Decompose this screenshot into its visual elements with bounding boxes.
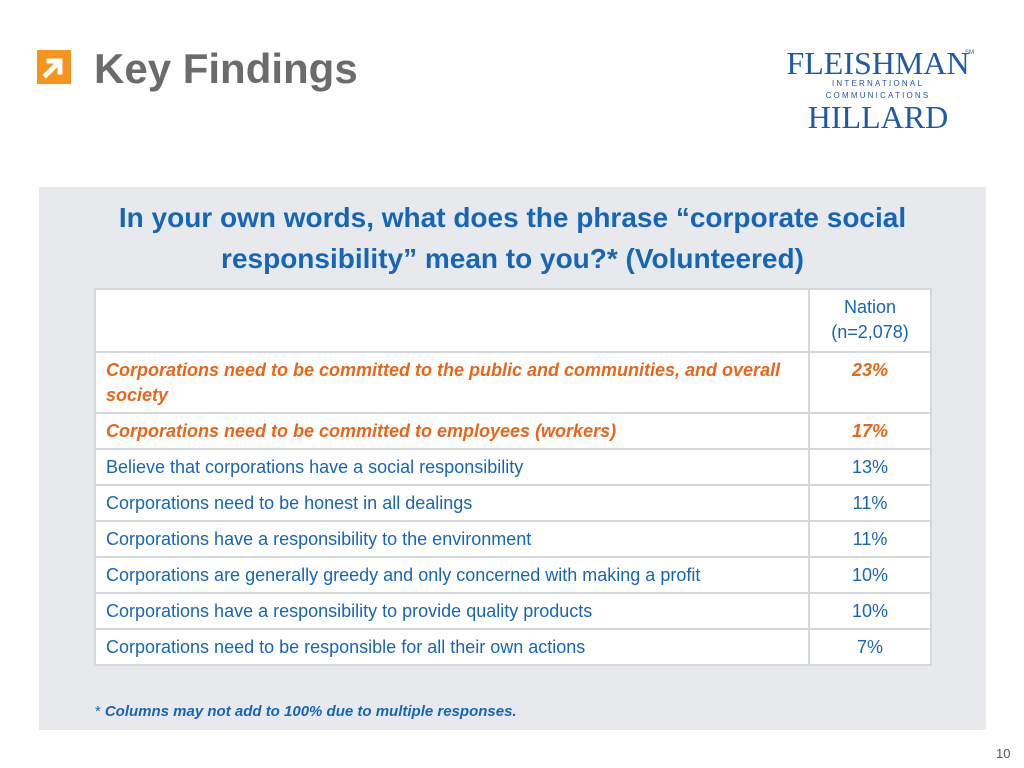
findings-panel: In your own words, what does the phrase … xyxy=(39,187,986,730)
row-value: 10% xyxy=(808,556,932,594)
header-value-cell: Nation (n=2,078) xyxy=(808,288,932,353)
row-label: Corporations need to be honest in all de… xyxy=(94,484,810,522)
row-value: 13% xyxy=(808,448,932,486)
footnote-text: Columns may not add to 100% due to multi… xyxy=(104,703,517,720)
column-header-nation: Nation xyxy=(843,297,897,317)
row-label: Corporations need to be committed to emp… xyxy=(94,412,810,450)
row-label: Corporations have a responsibility to th… xyxy=(94,520,810,558)
footnote-marker: * xyxy=(95,703,101,720)
row-value: 23% xyxy=(808,351,932,414)
table-row: Corporations have a responsibility to th… xyxy=(94,520,932,558)
table-row: Corporations need to be responsible for … xyxy=(94,628,932,666)
row-label: Corporations need to be committed to the… xyxy=(94,351,810,414)
table-header-row: Nation (n=2,078) xyxy=(94,288,932,353)
logo-line-3: HILLARD xyxy=(807,99,949,135)
header-label-cell xyxy=(94,288,810,353)
row-label: Corporations need to be responsible for … xyxy=(94,628,810,666)
table-row: Corporations have a responsibility to pr… xyxy=(94,592,932,630)
table-row: Corporations are generally greedy and on… xyxy=(94,556,932,594)
fleishman-hillard-logo: FLEISHMAN INTERNATIONAL COMMUNICATIONS H… xyxy=(778,45,978,133)
logo-service-mark: SM xyxy=(965,50,974,56)
footnote: * Columns may not add to 100% due to mult… xyxy=(95,703,517,720)
page-number: 10 xyxy=(996,746,1011,761)
orange-arrow-icon xyxy=(37,50,71,84)
row-label: Corporations are generally greedy and on… xyxy=(94,556,810,594)
slide-title: Key Findings xyxy=(94,45,358,92)
row-value: 11% xyxy=(808,520,932,558)
column-header-sample-size: (n=2,078) xyxy=(831,322,909,342)
row-label: Corporations have a responsibility to pr… xyxy=(94,592,810,630)
row-value: 17% xyxy=(808,412,932,450)
table-row: Corporations need to be committed to emp… xyxy=(94,412,932,450)
survey-question: In your own words, what does the phrase … xyxy=(118,202,907,274)
row-value: 7% xyxy=(808,628,932,666)
table-row: Corporations need to be committed to the… xyxy=(94,351,932,414)
table-row: Believe that corporations have a social … xyxy=(94,448,932,486)
logo-line-2: INTERNATIONAL COMMUNICATIONS xyxy=(825,79,931,100)
findings-table: Nation (n=2,078) Corporations need to be… xyxy=(94,288,932,666)
row-label: Believe that corporations have a social … xyxy=(94,448,810,486)
row-value: 11% xyxy=(808,484,932,522)
logo-line-1: FLEISHMAN xyxy=(786,45,970,81)
row-value: 10% xyxy=(808,592,932,630)
table-row: Corporations need to be honest in all de… xyxy=(94,484,932,522)
